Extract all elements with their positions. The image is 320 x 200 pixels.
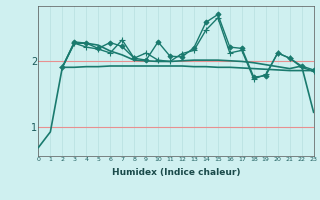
X-axis label: Humidex (Indice chaleur): Humidex (Indice chaleur) <box>112 168 240 177</box>
